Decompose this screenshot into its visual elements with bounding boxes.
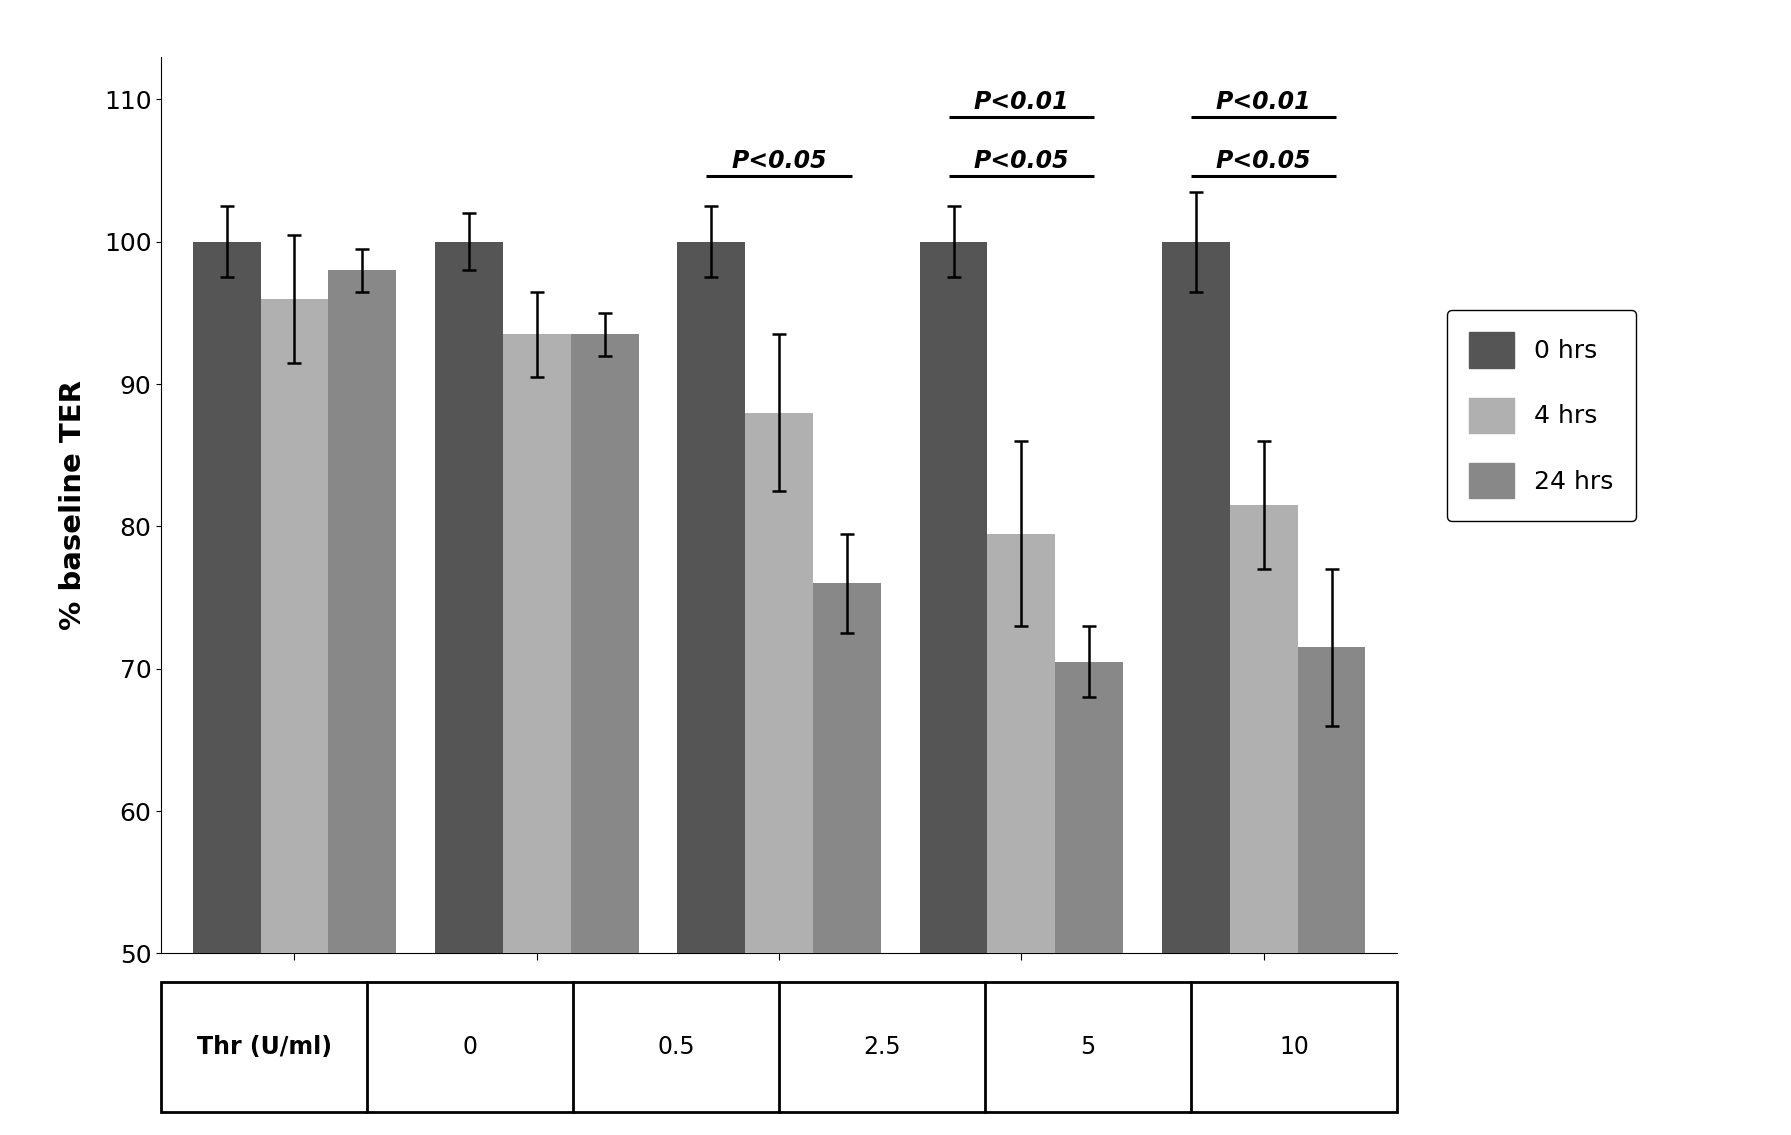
Bar bbox=[1162, 242, 1230, 1135]
Bar bbox=[1055, 662, 1123, 1135]
Text: P<0.05: P<0.05 bbox=[974, 150, 1069, 174]
Bar bbox=[1298, 647, 1365, 1135]
Text: P<0.01: P<0.01 bbox=[1216, 90, 1311, 114]
Bar bbox=[435, 242, 503, 1135]
Bar bbox=[677, 242, 745, 1135]
Text: 0.5: 0.5 bbox=[657, 1035, 695, 1059]
Bar bbox=[193, 242, 260, 1135]
Bar bbox=[745, 412, 813, 1135]
Bar bbox=[813, 583, 881, 1135]
Bar bbox=[328, 270, 396, 1135]
Bar bbox=[919, 242, 987, 1135]
Text: Thr (U/ml): Thr (U/ml) bbox=[197, 1035, 331, 1059]
Y-axis label: % baseline TER: % baseline TER bbox=[59, 380, 88, 630]
Text: P<0.01: P<0.01 bbox=[974, 90, 1069, 114]
Legend: 0 hrs, 4 hrs, 24 hrs: 0 hrs, 4 hrs, 24 hrs bbox=[1447, 310, 1635, 521]
Text: P<0.05: P<0.05 bbox=[1216, 150, 1311, 174]
Text: 2.5: 2.5 bbox=[863, 1035, 901, 1059]
Bar bbox=[503, 335, 571, 1135]
Bar bbox=[1230, 505, 1298, 1135]
Bar bbox=[987, 533, 1055, 1135]
Text: 5: 5 bbox=[1080, 1035, 1096, 1059]
Bar bbox=[260, 299, 328, 1135]
Text: 10: 10 bbox=[1279, 1035, 1309, 1059]
Bar bbox=[571, 335, 639, 1135]
Text: P<0.05: P<0.05 bbox=[731, 150, 827, 174]
Text: 0: 0 bbox=[462, 1035, 478, 1059]
